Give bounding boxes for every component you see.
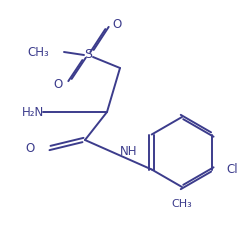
Text: CH₃: CH₃ bbox=[27, 45, 49, 58]
Text: Cl: Cl bbox=[226, 163, 238, 176]
Text: S: S bbox=[84, 49, 92, 61]
Text: O: O bbox=[112, 18, 121, 31]
Text: O: O bbox=[54, 77, 63, 90]
Text: H₂N: H₂N bbox=[22, 106, 44, 119]
Text: CH₃: CH₃ bbox=[172, 199, 192, 209]
Text: O: O bbox=[25, 142, 35, 155]
Text: NH: NH bbox=[120, 145, 138, 158]
